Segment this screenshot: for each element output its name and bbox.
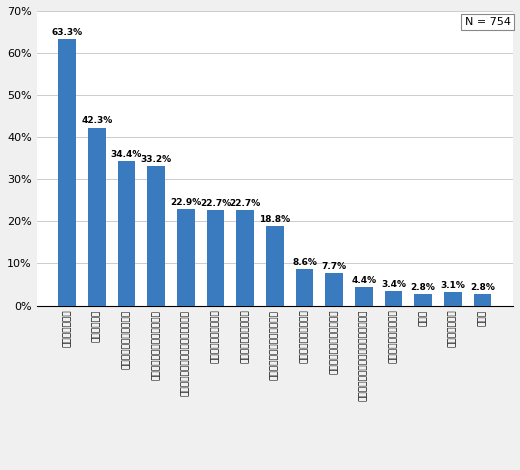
Bar — [266, 227, 284, 306]
Text: 3.1%: 3.1% — [440, 282, 465, 290]
Bar — [325, 273, 343, 306]
Text: 4.4%: 4.4% — [351, 276, 376, 285]
Text: 7.7%: 7.7% — [321, 262, 347, 271]
Text: 2.8%: 2.8% — [411, 282, 436, 291]
Text: 22.7%: 22.7% — [200, 199, 231, 208]
Bar — [444, 292, 462, 306]
Bar — [206, 210, 224, 306]
Text: 18.8%: 18.8% — [259, 215, 290, 224]
Bar — [295, 269, 314, 306]
Text: 22.9%: 22.9% — [170, 198, 201, 207]
Text: N = 754: N = 754 — [465, 17, 511, 27]
Bar — [355, 287, 373, 306]
Bar — [236, 210, 254, 306]
Text: 22.7%: 22.7% — [229, 199, 261, 208]
Text: 33.2%: 33.2% — [140, 155, 172, 164]
Bar — [118, 161, 135, 306]
Bar — [414, 294, 432, 306]
Text: 63.3%: 63.3% — [51, 28, 83, 37]
Bar — [385, 291, 402, 306]
Text: 2.8%: 2.8% — [470, 282, 495, 291]
Bar — [147, 166, 165, 306]
Bar — [177, 209, 194, 306]
Text: 34.4%: 34.4% — [111, 149, 142, 159]
Bar — [88, 127, 106, 306]
Bar — [474, 294, 491, 306]
Text: 8.6%: 8.6% — [292, 258, 317, 267]
Bar — [58, 39, 76, 306]
Text: 42.3%: 42.3% — [81, 117, 112, 125]
Text: 3.4%: 3.4% — [381, 280, 406, 289]
